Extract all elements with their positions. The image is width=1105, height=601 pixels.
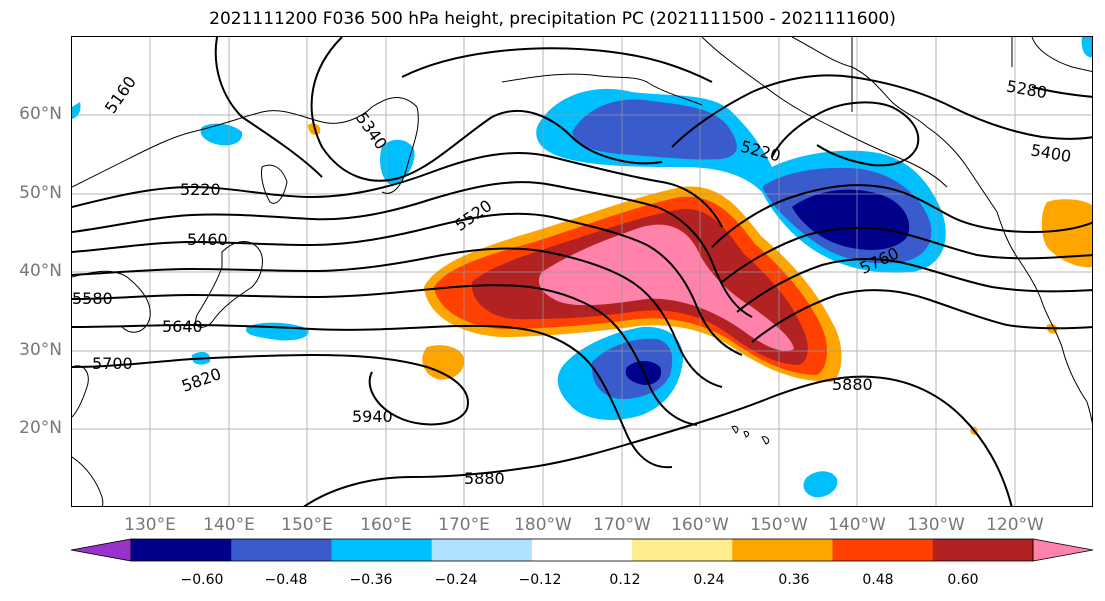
colorbar-segment	[832, 539, 934, 561]
lon-label-170w: 170°W	[593, 515, 651, 535]
contour-label: 5580	[72, 289, 113, 308]
lat-label-30n: 30°N	[19, 340, 62, 360]
colorbar-segment	[732, 539, 834, 561]
lon-label-140w: 140°W	[828, 515, 886, 535]
lon-label-160e: 160°E	[360, 515, 412, 535]
positive-precip-shading	[308, 123, 1092, 435]
contour-label: 5880	[832, 375, 873, 394]
colorbar-tick: −0.48	[264, 572, 308, 588]
colorbar-tick: 0.60	[947, 572, 979, 588]
contour-label: 5520	[451, 196, 495, 235]
lon-label-150e: 150°E	[281, 515, 333, 535]
colorbar-tick: 0.36	[778, 572, 810, 588]
map-canvas: 5160 5340 5220 5460 5520 5580 5640 5700 …	[72, 37, 1092, 506]
colorbar-tick: 0.12	[609, 572, 641, 588]
contour-label: 5280	[1005, 77, 1048, 103]
colorbar-extension-high	[1032, 538, 1094, 562]
lon-label-140e: 140°E	[203, 515, 255, 535]
colorbar-segment	[331, 539, 433, 561]
lon-label-130e: 130°E	[124, 515, 176, 535]
colorbar-segment	[431, 539, 533, 561]
contour-label: 5160	[101, 73, 140, 117]
contour-label: 5940	[352, 407, 393, 426]
lat-label-40n: 40°N	[19, 261, 62, 281]
colorbar-segment	[231, 539, 332, 561]
lon-label-170e: 170°E	[438, 515, 490, 535]
lat-label-60n: 60°N	[19, 104, 62, 124]
lon-label-150w: 150°W	[750, 515, 808, 535]
colorbar-tick: −0.36	[349, 572, 393, 588]
colorbar-segment	[932, 539, 1034, 561]
map-title: 2021111200 F036 500 hPa height, precipit…	[209, 9, 896, 29]
lon-label-130w: 130°W	[907, 515, 965, 535]
height-contours	[72, 37, 1092, 506]
colorbar-segment	[531, 539, 633, 561]
colorbar-tick: 0.24	[693, 572, 725, 588]
contour-label: 5460	[187, 230, 228, 249]
lat-label-50n: 50°N	[19, 183, 62, 203]
contour-label: 5880	[464, 469, 505, 488]
lon-label-180w: 180°W	[514, 515, 572, 535]
colorbar-segment	[131, 539, 232, 561]
colorbar-segments	[70, 538, 1094, 562]
contour-label: 5220	[180, 180, 221, 199]
colorbar-extension-low	[70, 538, 132, 562]
colorbar-tick: −0.12	[518, 572, 562, 588]
contour-label: 5700	[92, 354, 133, 373]
colorbar-tick: 0.48	[862, 572, 894, 588]
lat-label-20n: 20°N	[19, 418, 62, 438]
colorbar	[70, 538, 1094, 562]
colorbar-segment	[632, 539, 733, 561]
contour-label: 5400	[1029, 140, 1072, 166]
contour-label: 5640	[162, 317, 203, 336]
lon-label-120w: 120°W	[986, 515, 1044, 535]
colorbar-tick: −0.60	[180, 572, 224, 588]
contour-label: 5820	[179, 364, 224, 396]
map-frame: 5160 5340 5220 5460 5520 5580 5640 5700 …	[71, 36, 1093, 507]
negative-precip-shading	[72, 37, 1092, 498]
colorbar-outline	[130, 538, 1034, 562]
lon-label-160w: 160°W	[671, 515, 729, 535]
colorbar-tick: −0.24	[434, 572, 478, 588]
